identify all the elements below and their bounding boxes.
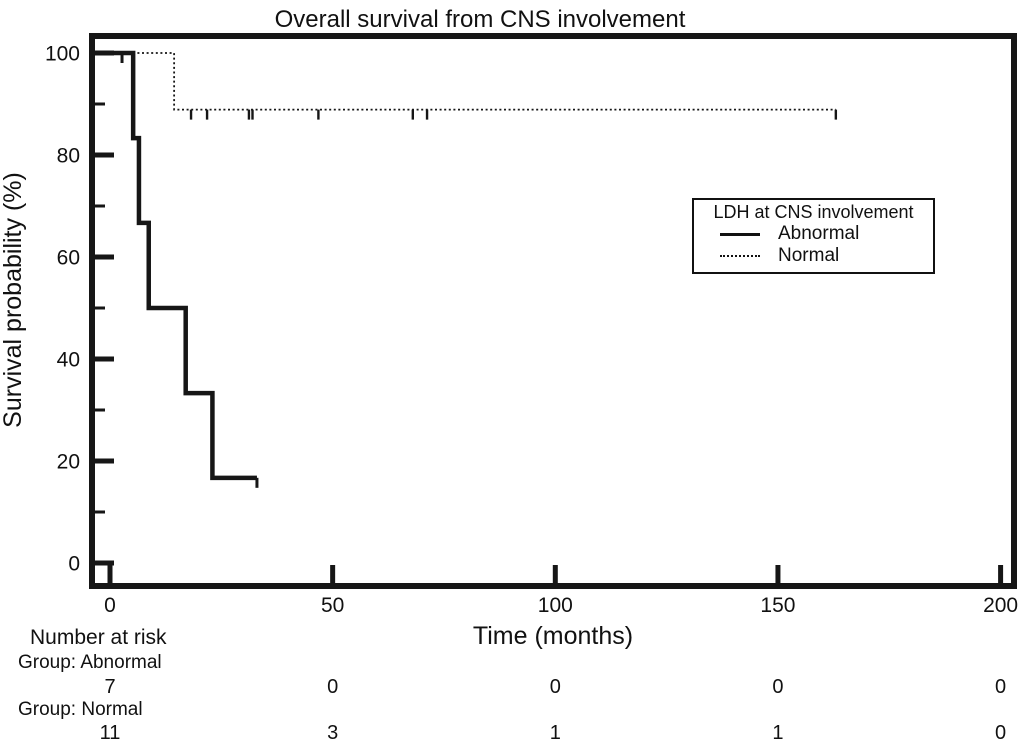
at-risk-group-label-abnormal: Group: Abnormal bbox=[18, 652, 162, 673]
at-risk-count: 3 bbox=[327, 722, 339, 744]
at-risk-group-label-normal: Group: Normal bbox=[18, 699, 143, 720]
at-risk-count: 0 bbox=[327, 676, 339, 698]
plot-frame bbox=[89, 33, 1017, 589]
x-tick-label: 150 bbox=[760, 594, 795, 617]
axis-ticks: 0 20 40 60 80 100 0 50 100 150 200 bbox=[45, 43, 1018, 618]
survival-curves bbox=[96, 50, 838, 488]
survival-curve-abnormal bbox=[96, 50, 257, 481]
legend-entry-abnormal: Abnormal bbox=[698, 223, 929, 245]
x-tick-label: 0 bbox=[104, 594, 116, 617]
at-risk-count: 7 bbox=[104, 676, 116, 698]
y-tick-label: 40 bbox=[57, 349, 80, 372]
at-risk-count: 0 bbox=[549, 676, 561, 698]
y-tick-label: 80 bbox=[57, 145, 80, 168]
x-axis-label: Time (months) bbox=[473, 622, 633, 650]
y-tick-label: 100 bbox=[45, 43, 80, 66]
x-tick-label: 50 bbox=[321, 594, 344, 617]
y-tick-label: 0 bbox=[68, 553, 80, 576]
at-risk-count: 1 bbox=[772, 722, 784, 744]
at-risk-count: 0 bbox=[995, 722, 1007, 744]
legend-entry-label: Normal bbox=[778, 245, 840, 266]
at-risk-count: 1 bbox=[549, 722, 561, 744]
x-tick-label: 100 bbox=[538, 594, 573, 617]
x-tick-label: 200 bbox=[983, 594, 1018, 617]
y-axis-label: Survival probability (%) bbox=[0, 172, 27, 428]
at-risk-count: 11 bbox=[99, 722, 121, 744]
legend-box: LDH at CNS involvement Abnormal Normal bbox=[692, 198, 935, 274]
y-tick-label: 20 bbox=[57, 451, 80, 474]
legend-entry-normal: Normal bbox=[698, 245, 929, 267]
at-risk-count: 0 bbox=[772, 676, 784, 698]
dotted-line-sample bbox=[720, 255, 760, 257]
at-risk-row-normal: 11 3 1 1 0 bbox=[0, 722, 1024, 744]
survival-curve-normal bbox=[96, 52, 836, 111]
at-risk-heading: Number at risk bbox=[30, 626, 167, 649]
legend-entry-label: Abnormal bbox=[778, 223, 860, 244]
at-risk-count: 0 bbox=[995, 676, 1007, 698]
plot-border bbox=[89, 33, 1017, 589]
y-tick-label: 60 bbox=[57, 247, 80, 270]
solid-line-sample bbox=[720, 232, 760, 236]
chart-title: Overall survival from CNS involvement bbox=[275, 6, 686, 33]
at-risk-row-abnormal: 7 0 0 0 0 bbox=[0, 676, 1024, 698]
legend-title: LDH at CNS involvement bbox=[713, 202, 914, 222]
